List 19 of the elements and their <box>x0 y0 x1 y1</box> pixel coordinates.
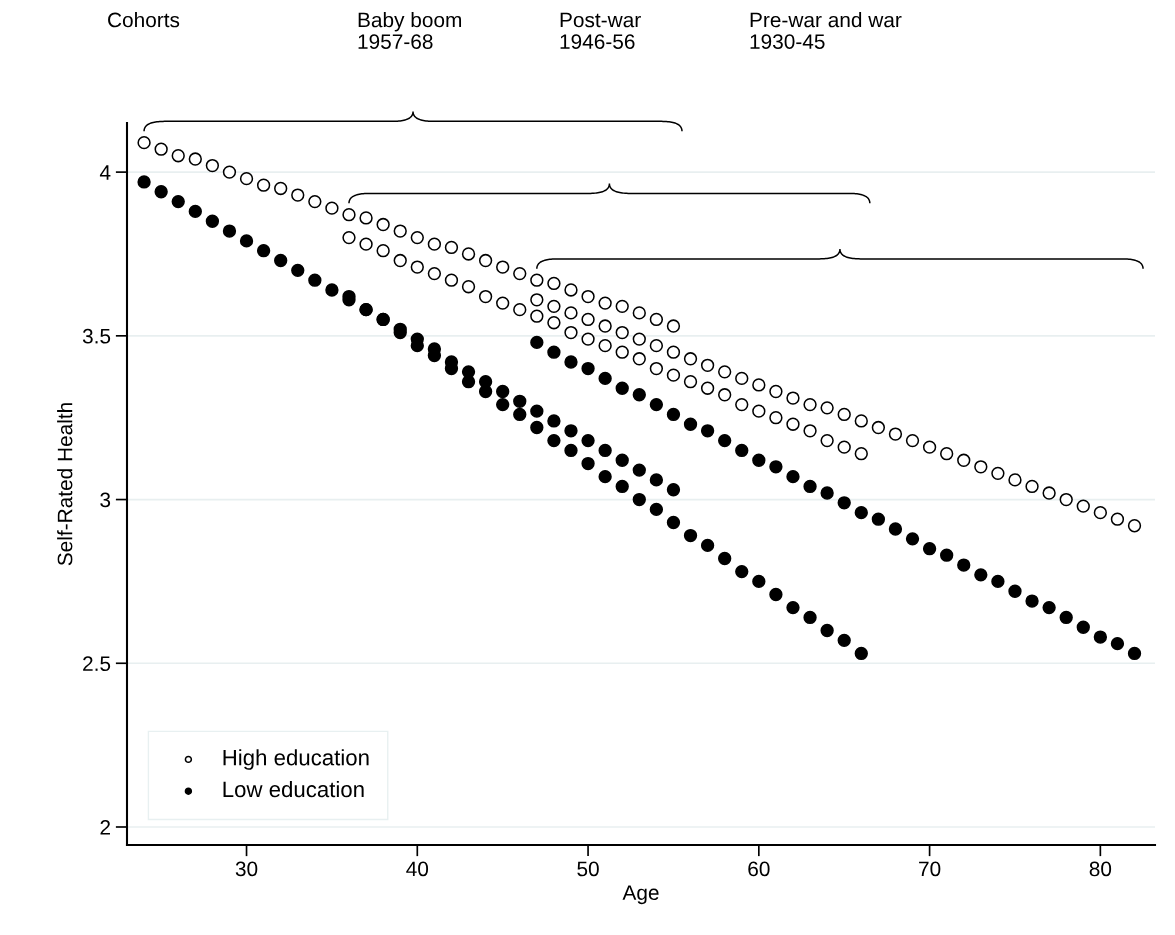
text: Post-war 1946-56 <box>560 12 641 49</box>
x-tick-label: 30 <box>235 861 258 877</box>
x-tick-label: 70 <box>919 861 941 877</box>
x-tick-label: 50 <box>577 861 599 877</box>
x-tick-label: 40 <box>406 861 429 877</box>
text: Baby boom 1957-68 <box>358 12 462 49</box>
y-tick-label: 2 <box>100 819 110 835</box>
x-axis-title: Age <box>622 885 659 905</box>
x-tick-label: 60 <box>748 861 770 877</box>
text: Cohorts <box>108 12 180 28</box>
y-tick-label: 4 <box>99 165 111 180</box>
y-axis-title: Self-Rated Health <box>57 403 73 566</box>
y-tick-label: 3 <box>100 492 111 508</box>
legend-label: Low education <box>223 780 364 798</box>
y-tick-label: 3.5 <box>82 328 111 344</box>
y-tick-label: 2.5 <box>83 656 111 672</box>
text: Pre-war and war 1930-45 <box>750 12 902 49</box>
x-tick-label: 80 <box>1089 861 1112 877</box>
legend-label: High education <box>223 749 369 770</box>
